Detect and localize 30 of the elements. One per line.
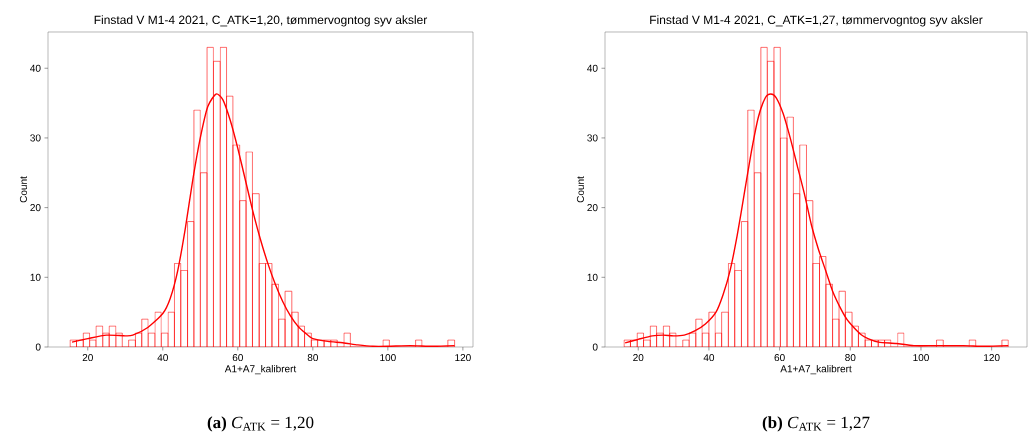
x-axis-title: A1+A7_kalibrert — [224, 365, 297, 375]
text: (a) C$_{ATK}$ = 1,20 — [207, 416, 314, 432]
y-tick-label: 30 — [30, 134, 41, 142]
x-tick-label: 60 — [774, 354, 785, 362]
y-tick-label: 10 — [587, 273, 598, 281]
chart-title: Finstad V M1-4 2021, C_ATK=1,20, tømmervogntog syv aksler — [94, 15, 428, 27]
y-tick-label: 10 — [30, 273, 41, 281]
x-tick-label: 20 — [82, 354, 93, 362]
x-tick-label: 100 — [380, 354, 396, 362]
y-axis-title: Count — [19, 176, 27, 203]
text: (b) C$_{ATK}$ = 1,27 — [762, 416, 870, 432]
chart-title: Finstad V M1-4 2021, C_ATK=1,27, tømmervogntog syv aksler — [650, 15, 983, 27]
y-tick-label: 40 — [30, 64, 41, 72]
y-tick-label: 30 — [587, 134, 598, 142]
x-tick-label: 120 — [984, 354, 1000, 362]
x-tick-label: 100 — [913, 354, 929, 362]
y-tick-label: 20 — [30, 204, 41, 212]
x-tick-label: 40 — [157, 354, 168, 362]
x-tick-label: 40 — [703, 354, 715, 362]
y-axis-title: Count — [576, 176, 584, 203]
y-tick-label: 20 — [587, 204, 598, 212]
x-tick-label: 20 — [633, 354, 644, 362]
x-tick-label: 120 — [455, 354, 471, 362]
y-tick-label: 0 — [592, 343, 598, 351]
x-tick-label: 80 — [307, 354, 319, 362]
y-tick-label: 40 — [587, 64, 598, 72]
x-tick-label: 60 — [232, 354, 243, 362]
x-tick-label: 80 — [845, 354, 856, 362]
x-axis-title: A1+A7_kalibrert — [780, 365, 852, 375]
y-tick-label: 0 — [35, 343, 41, 351]
